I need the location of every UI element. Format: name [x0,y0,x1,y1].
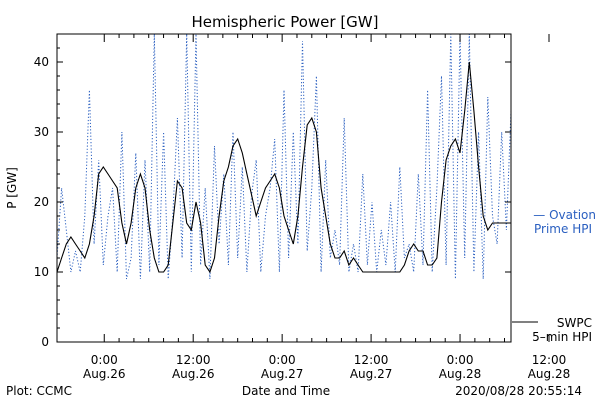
x-tick-date-label: Aug.27 [261,367,304,381]
y-tick-label: 40 [34,55,49,69]
y-tick-label: 10 [34,265,49,279]
x-tick-time-label: 12:00 [176,353,211,367]
y-tick-label: 30 [34,125,49,139]
legend-swpc-label-2: 5–min HPI [532,330,592,344]
x-tick-date-label: Aug.26 [83,367,126,381]
legend-ovation-label: — Ovation [533,208,596,222]
series-group [57,34,511,280]
x-tick-time-label: 0:00 [91,353,118,367]
legend-ovation-label-2: Prime HPI [534,222,592,236]
series-swpc-line [57,61,511,274]
x-tick-date-label: Aug.28 [439,367,482,381]
plot-timestamp: 2020/08/28 20:55:14 [455,384,582,398]
x-tick-time-label: 12:00 [354,353,389,367]
y-axis-label: P [GW] [5,167,19,209]
legend-swpc-label: SWPC [557,316,592,330]
series-ovation-line [57,34,511,280]
x-tick-time-label: 12:00 [532,353,567,367]
y-tick-label: 0 [41,335,49,349]
x-tick-date-label: Aug.27 [350,367,393,381]
plot-area: 0102030400:00Aug.2612:00Aug.260:00Aug.27… [34,33,571,381]
x-tick-date-label: Aug.26 [172,367,215,381]
plot-credit: Plot: CCMC [6,384,72,398]
chart-title: Hemispheric Power [GW] [192,13,379,31]
x-tick-time-label: 0:00 [447,353,474,367]
x-axis-label: Date and Time [242,384,330,398]
x-tick-date-label: Aug.28 [528,367,571,381]
x-tick-time-label: 0:00 [269,353,296,367]
y-tick-label: 20 [34,195,49,209]
